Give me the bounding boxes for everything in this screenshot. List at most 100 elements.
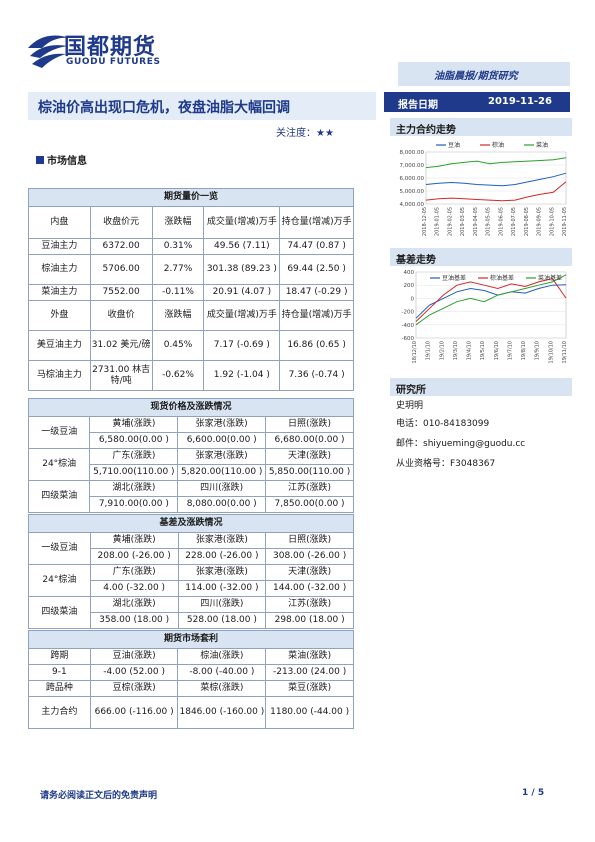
table-cell: 豆棕(涨跌) [89,680,179,697]
table-row: 跨期 豆油(涨跌) 棕油(涨跌) 菜油(涨跌) [28,648,354,665]
chart-x-tick-label: 2019-11-05 [562,207,568,236]
table-cell: 144.00 (-32.00 ) [265,580,354,597]
table-cell: 528.00 (18.00 ) [177,612,267,629]
attention-stars: ★★ [316,128,334,139]
basis-table: 基差及涨跌情况 一级豆油 黄埔(涨跌) 张家港(涨跌) 日照(涨跌) 208.00 … [28,514,354,629]
chart-x-tick-label: 2018-12-05 [422,207,428,236]
chart-y-tick-label: 400 [404,270,415,276]
table-cell: 主力合约 [28,696,91,729]
table-cell: 4.00 (-32.00 ) [89,580,179,597]
table-cell: 豆油(涨跌) [89,648,179,665]
table-cell: 6,680.00(0.00 ) [265,432,354,449]
table-cell: 7.17 (-0.69 ) [203,330,281,361]
table-cell: 跨期 [28,648,91,665]
table-row: 四级菜油 湖北(涨跌) 四川(涨跌) 江苏(涨跌) [28,596,354,629]
table-cell: -4.00 (52.00 ) [89,664,179,681]
table-row: 菜油主力 7552.00 -0.11% 20.91 (4.07 ) 18.47 … [28,284,354,301]
table-row: 一级豆油 黄埔(涨跌) 张家港(涨跌) 日照(涨跌) [27,416,354,449]
table-cell: 301.38 (89.23 ) [203,254,281,285]
chart-series-line [425,172,567,187]
table-cell: 2731.00 林吉特/吨 [89,360,153,391]
chart-x-tick-label: 19/8/10 [521,341,527,360]
table-cell: 5,710.00(110.00 ) [89,464,179,481]
table-cell: 7.36 (-0.74 ) [279,360,354,391]
table-cell: 1.92 (-1.04 ) [203,360,281,391]
table-row: 4.00 (-32.00 ) 114.00 (-32.00 ) 144.00 (-3… [29,580,354,597]
square-bullet-icon [36,156,44,164]
table-cell: 358.00 (18.00 ) [89,612,179,629]
chart-x-tick-label: 19/1/10 [426,341,432,360]
disclaimer-note: 请务必阅读正文后的免责声明 [40,791,158,801]
report-date-value: 2019-11-26 [488,96,552,107]
chart-y-tick-label: 7,000.00 [400,163,425,169]
chart-series-line [425,157,567,169]
table-cell: 7,850.00(0.00 ) [265,496,354,513]
table-cell: 5,820.00(110.00 ) [177,464,267,481]
table-cell: -213.00 (24.00 ) [265,664,354,681]
table-cell: 1180.00 (-44.00 ) [265,696,354,729]
table-cell: 24°棕油 [27,448,91,481]
logo-text-cn: 国都期货 [64,35,157,60]
chart-legend-label: 菜油 [536,141,548,149]
chart-x-tick-label: 2019-05-05 [486,207,492,236]
table-cell: 广东(涨跌) [89,448,179,465]
chart-y-tick-label: -600 [402,336,415,342]
table-cell: 湖北(涨跌) [89,480,179,497]
section-market-info-label: 市场信息 [47,156,87,167]
table-header-cell: 持仓量(增减)万手 [279,300,354,331]
table-cell: -0.11% [151,284,205,301]
table-cell: -8.00 (-40.00 ) [177,664,267,681]
table-row: 9-1 -4.00 (52.00 ) -8.00 (-40.00 ) -213.00 … [28,664,354,681]
futures-table: 期货量价一览 内盘 收盘价元 涨跌幅 成交量(增减)万手 持仓量(增减)万手 豆… [28,188,354,391]
table-cell: 298.00 (18.00 ) [265,612,354,629]
table-cell: 张家港(涨跌) [177,564,267,581]
table-cell: 2.77% [151,254,205,285]
chart-y-tick-label: -400 [402,323,415,329]
chart-y-tick-label: 6,000.00 [400,176,425,182]
attention-label: 关注度： [276,128,316,139]
chart-x-tick-label: 2019-08-05 [524,207,530,236]
table-cell: 张家港(涨跌) [177,416,267,433]
table-cell: 广东(涨跌) [89,564,179,581]
researcher-phone: 电话：010-84183099 [396,419,490,429]
table-header-cell: 持仓量(增减)万手 [279,206,354,239]
table-row: 5,710.00(110.00 ) 5,820.00(110.00 ) 5,850.… [29,464,354,481]
page-number: 1 / 5 [522,788,545,798]
chart-y-tick-label: 5,000.00 [400,189,425,195]
chart-legend-label: 棕油基差 [490,274,514,282]
table-cell: 5706.00 [89,254,153,285]
table-row: 马棕油主力 2731.00 林吉特/吨 -0.62% 1.92 (-1.04 )… [28,360,354,391]
chart-y-tick-label: -200 [402,310,415,316]
chart-x-tick-label: 19/7/10 [507,341,513,360]
chart-legend-label: 棕油 [492,141,504,149]
table-row: 美豆油主力 31.02 美元/磅 0.45% 7.17 (-0.69 ) 16.… [28,330,354,361]
chart-x-tick-label: 2019-02-05 [447,207,453,236]
table-header-cell: 收盘价 [89,300,153,331]
chart-y-tick-label: 200 [404,283,415,289]
report-date-label: 报告日期 [398,100,438,111]
table-cell: 跨品种 [28,680,91,697]
chart-legend-label: 豆油基差 [442,274,466,282]
spot-table-title: 现货价格及涨跌情况 [28,398,354,417]
chart-series-line [425,181,567,202]
chart-x-tick-label: 19/6/10 [494,341,500,360]
table-row: 358.00 (18.00 ) 528.00 (18.00 ) 298.00 (18… [29,612,354,629]
chart-x-tick-label: 19/10/10 [548,341,554,363]
table-header-cell: 成交量(增减)万手 [203,300,281,331]
table-cell: 张家港(涨跌) [177,532,267,549]
chart-x-tick-label: 2019-04-05 [473,207,479,236]
chart-x-tick-label: 2019-01-05 [435,207,441,236]
table-cell: -0.62% [151,360,205,391]
table-row: 6,580.00(0.00 ) 6,600.00(0.00 ) 6,680.00(0… [29,432,354,449]
table-cell: 天津(涨跌) [265,564,354,581]
table-row: 豆油主力 6372.00 0.31% 49.56 (7.11) 74.47 (0… [28,238,354,255]
table-cell: 5,850.00(110.00 ) [265,464,354,481]
table-row: 24°棕油 广东(涨跌) 张家港(涨跌) 天津(涨跌) [28,564,354,597]
table-cell: 1846.00 (-160.00 ) [177,696,267,729]
arbitrage-table-title: 期货市场套利 [28,630,354,649]
table-row: 跨品种 豆棕(涨跌) 菜棕(涨跌) 菜豆(涨跌) [28,680,354,697]
table-header-cell: 涨跌幅 [151,300,205,331]
table-row: 主力合约 666.00 (-116.00 ) 1846.00 (-160.00 ) 1… [28,696,354,729]
chart-x-tick-label: 19/9/10 [535,341,541,360]
